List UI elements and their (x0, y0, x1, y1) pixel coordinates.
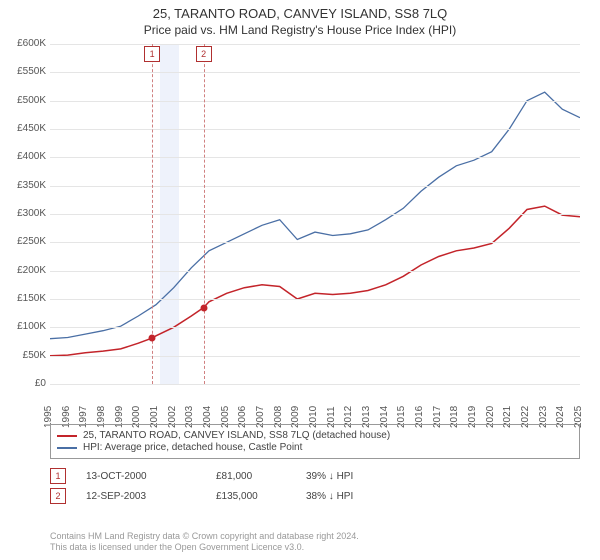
transaction-pct: 38% ↓ HPI (306, 491, 386, 502)
footer-line-2: This data is licensed under the Open Gov… (50, 542, 359, 554)
transaction-row: 2 12-SEP-2003£135,00038% ↓ HPI (50, 486, 580, 506)
transaction-id-box: 2 (50, 488, 66, 504)
legend-label: HPI: Average price, detached house, Cast… (83, 442, 302, 453)
transaction-price: £135,000 (216, 491, 306, 502)
gridline (50, 44, 580, 45)
plot-area: £0£50K£100K£150K£200K£250K£300K£350K£400… (50, 44, 580, 385)
ytick-label: £100K (4, 321, 46, 332)
ytick-label: £500K (4, 95, 46, 106)
chart-subtitle: Price paid vs. HM Land Registry's House … (0, 21, 600, 37)
ytick-label: £450K (4, 123, 46, 134)
legend-swatch (57, 435, 77, 437)
ytick-label: £200K (4, 265, 46, 276)
ytick-label: £250K (4, 236, 46, 247)
legend-box: 25, TARANTO ROAD, CANVEY ISLAND, SS8 7LQ… (50, 424, 580, 459)
ytick-label: £150K (4, 293, 46, 304)
ytick-label: £50K (4, 350, 46, 361)
ytick-label: £0 (4, 378, 46, 389)
price-marker (149, 335, 156, 342)
gridline (50, 271, 580, 272)
ytick-label: £400K (4, 151, 46, 162)
gridline (50, 72, 580, 73)
chart-title: 25, TARANTO ROAD, CANVEY ISLAND, SS8 7LQ (0, 0, 600, 21)
ytick-label: £550K (4, 66, 46, 77)
footer-line-1: Contains HM Land Registry data © Crown c… (50, 531, 359, 543)
gridline (50, 356, 580, 357)
gridline (50, 214, 580, 215)
transaction-price: £81,000 (216, 471, 306, 482)
gridline (50, 186, 580, 187)
series-property (50, 206, 580, 356)
transaction-id-box: 1 (50, 468, 66, 484)
annotation-marker: 2 (196, 46, 212, 62)
transaction-date: 12-SEP-2003 (86, 491, 216, 502)
chart-container: 25, TARANTO ROAD, CANVEY ISLAND, SS8 7LQ… (0, 0, 600, 560)
gridline (50, 299, 580, 300)
ytick-label: £600K (4, 38, 46, 49)
legend-item: HPI: Average price, detached house, Cast… (57, 442, 573, 453)
legend-label: 25, TARANTO ROAD, CANVEY ISLAND, SS8 7LQ… (83, 430, 390, 441)
transaction-vline (204, 44, 205, 384)
annotation-marker: 1 (144, 46, 160, 62)
ytick-label: £300K (4, 208, 46, 219)
ytick-label: £350K (4, 180, 46, 191)
transaction-pct: 39% ↓ HPI (306, 471, 386, 482)
legend-item: 25, TARANTO ROAD, CANVEY ISLAND, SS8 7LQ… (57, 430, 573, 441)
gridline (50, 242, 580, 243)
footer-attribution: Contains HM Land Registry data © Crown c… (50, 531, 359, 554)
gridline (50, 129, 580, 130)
gridline (50, 327, 580, 328)
transaction-date: 13-OCT-2000 (86, 471, 216, 482)
legend-swatch (57, 447, 77, 449)
transaction-vline (152, 44, 153, 384)
transaction-row: 1 13-OCT-2000£81,00039% ↓ HPI (50, 466, 580, 486)
transactions-table: 1 13-OCT-2000£81,00039% ↓ HPI 2 12-SEP-2003… (50, 466, 580, 506)
gridline (50, 157, 580, 158)
gridline (50, 384, 580, 385)
gridline (50, 101, 580, 102)
price-marker (200, 304, 207, 311)
